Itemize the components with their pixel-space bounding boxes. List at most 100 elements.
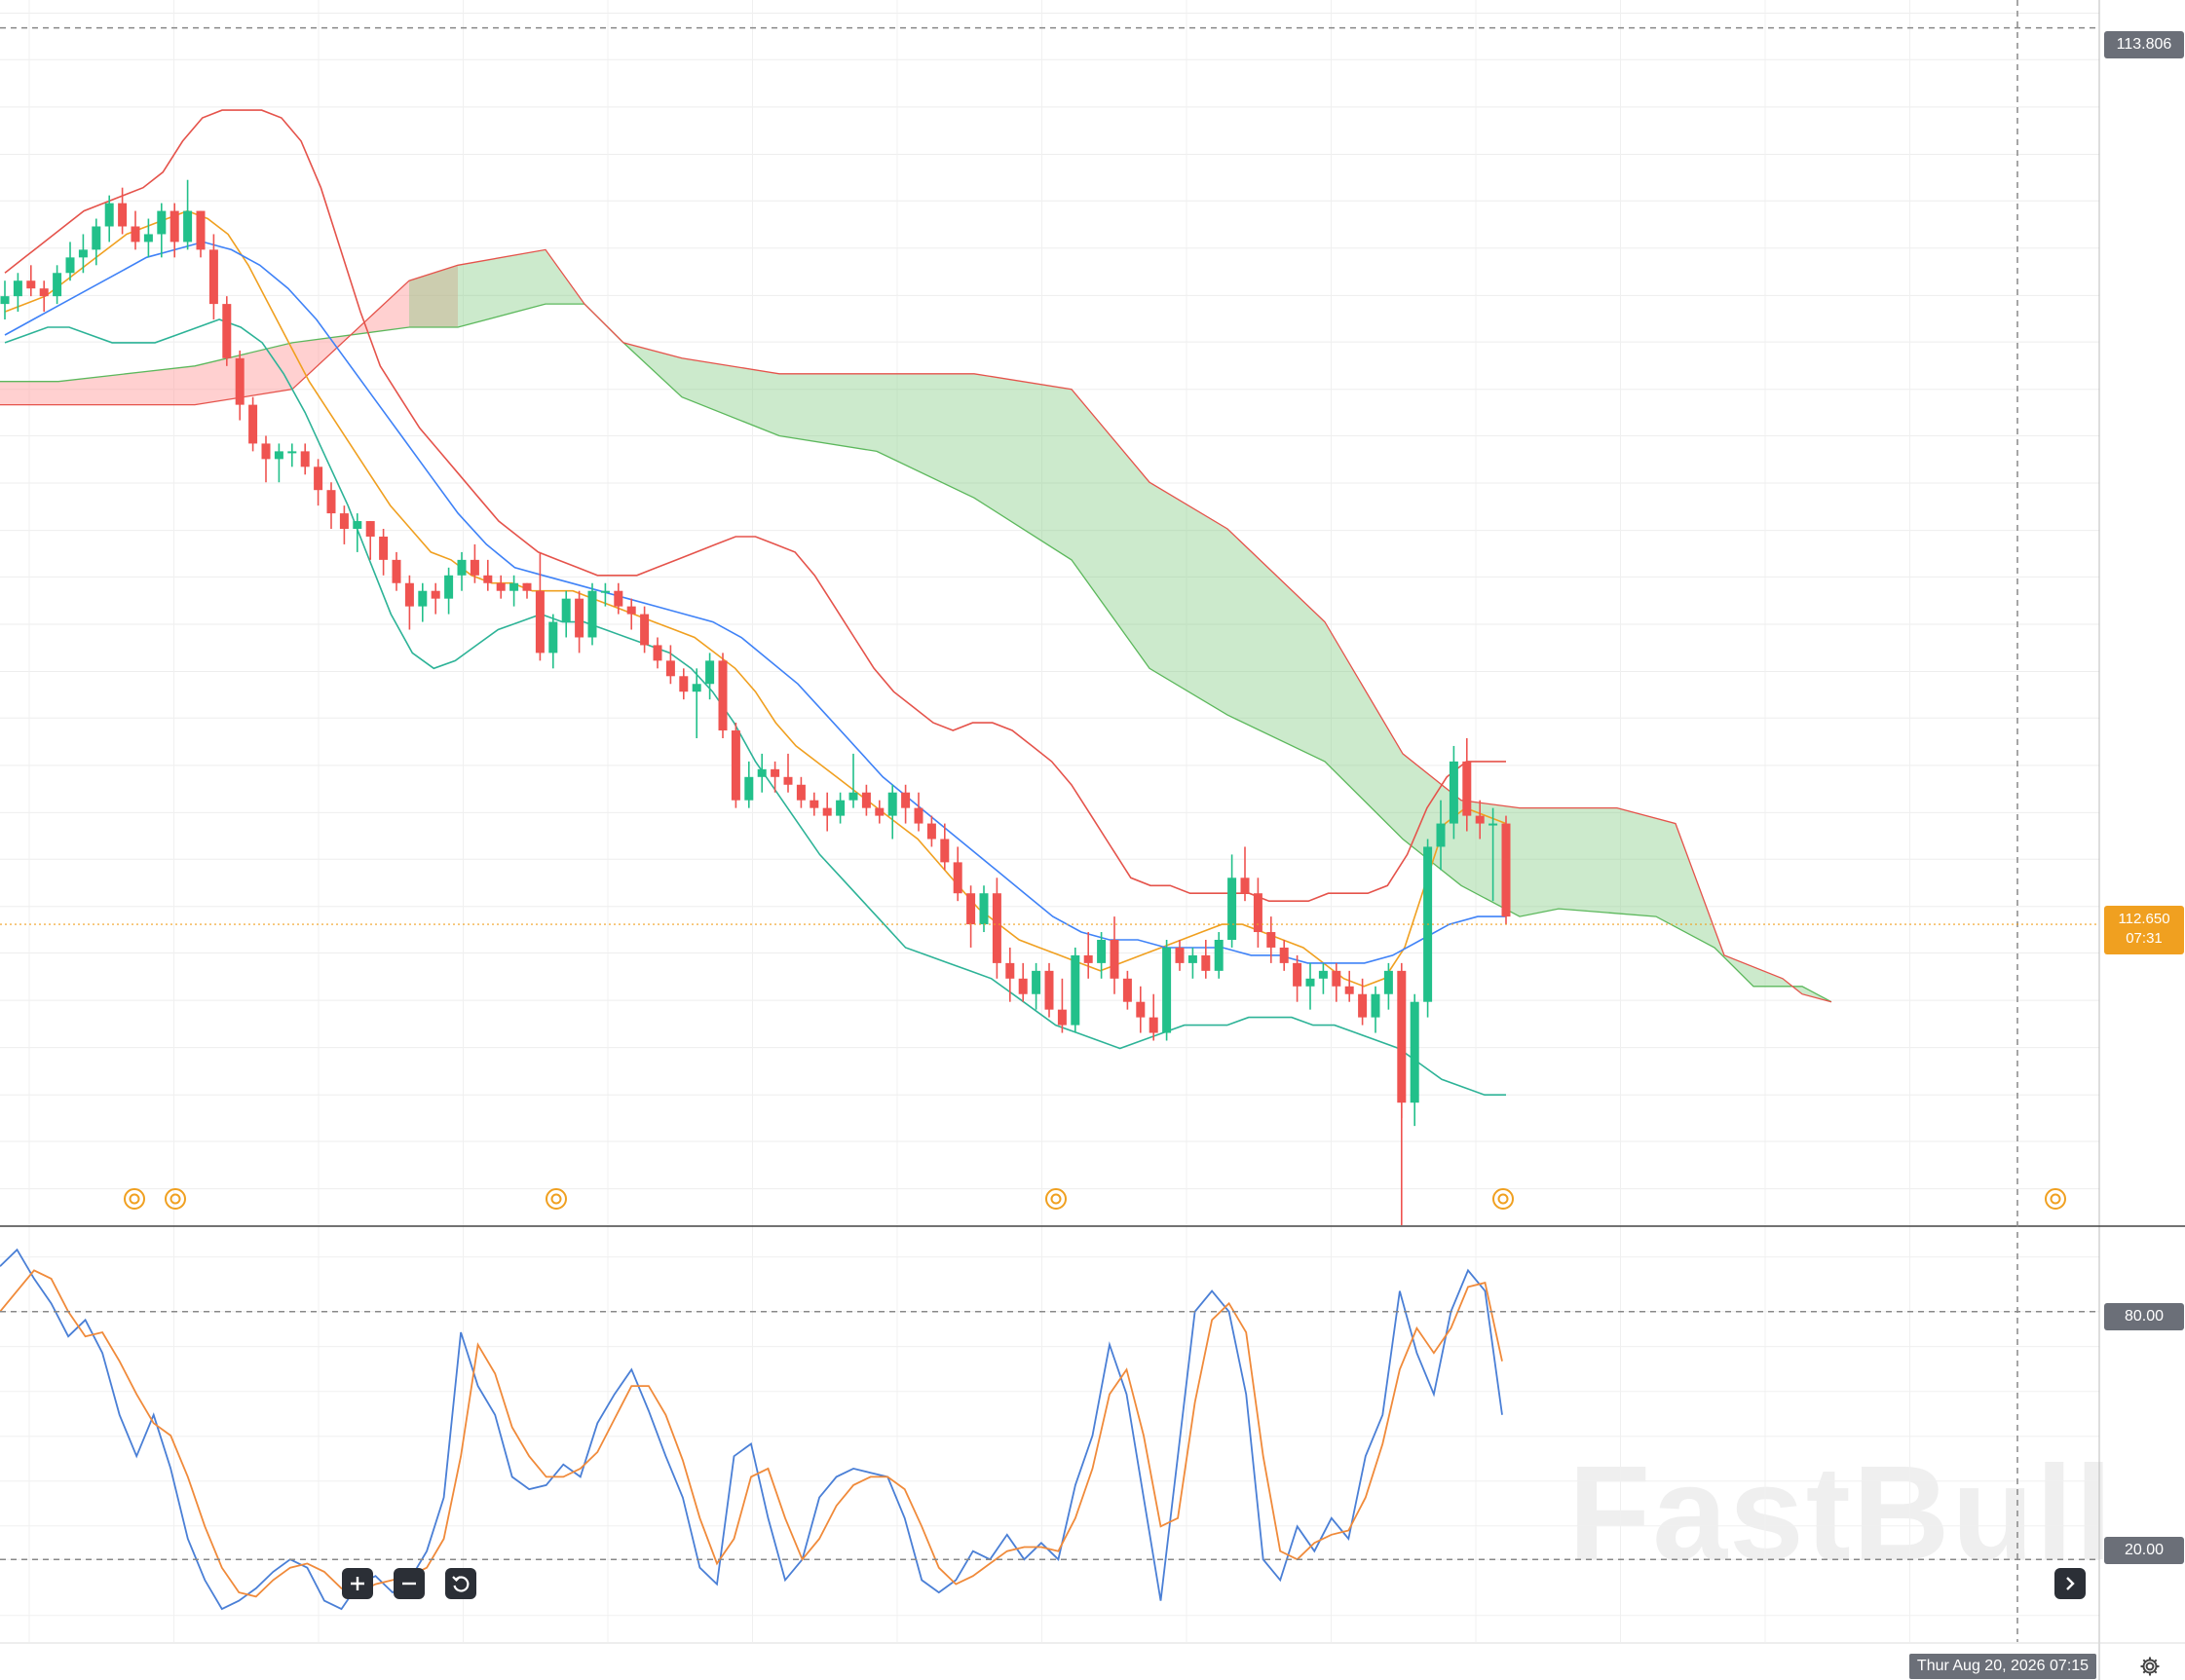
- candle: [1462, 737, 1472, 832]
- candle: [196, 210, 206, 258]
- candle: [914, 792, 923, 832]
- candle: [1005, 947, 1015, 1002]
- candle-body: [326, 490, 336, 514]
- candle: [875, 800, 885, 824]
- oversold-level-tag: 20.00: [2104, 1537, 2184, 1564]
- candle: [0, 280, 10, 320]
- candle-body: [992, 893, 1001, 963]
- candle-body: [353, 521, 362, 530]
- candle-body: [692, 684, 701, 692]
- candle-body: [1097, 939, 1107, 963]
- candle: [183, 179, 193, 250]
- candle-body: [261, 443, 271, 460]
- candle-body: [771, 768, 780, 777]
- candle-body: [926, 823, 936, 840]
- candle-body: [1071, 954, 1080, 1026]
- candle-body: [587, 590, 597, 638]
- plus-icon: [351, 1577, 364, 1590]
- candle-body: [575, 598, 584, 638]
- candle-body: [365, 521, 375, 537]
- candle-body: [1227, 877, 1237, 940]
- candle: [1449, 745, 1458, 840]
- candle-body: [1436, 823, 1446, 847]
- candle-body: [379, 536, 389, 560]
- candle: [1110, 916, 1119, 994]
- candle: [640, 606, 650, 653]
- candle: [314, 459, 323, 506]
- candle-body: [535, 590, 545, 653]
- candle: [522, 582, 532, 599]
- candle-body: [953, 862, 962, 894]
- candle: [587, 582, 597, 646]
- candle: [1032, 962, 1041, 1010]
- candle-body: [418, 590, 428, 607]
- zoom-in-button[interactable]: [342, 1568, 373, 1599]
- candle: [1175, 939, 1185, 971]
- candle: [653, 637, 662, 669]
- candle-body: [665, 660, 675, 677]
- event-marker-icon: [165, 1188, 186, 1210]
- candle: [783, 753, 793, 793]
- candle: [940, 823, 950, 871]
- candle-body: [1018, 978, 1028, 994]
- reset-button[interactable]: [445, 1568, 476, 1599]
- candle: [665, 645, 675, 685]
- ichimoku-cloud: [0, 248, 1832, 1003]
- overbought-level: 80.00: [2124, 1308, 2165, 1325]
- candle: [235, 350, 245, 421]
- event-marker-icon: [1492, 1188, 1514, 1210]
- candle-body: [640, 614, 650, 646]
- candle: [157, 203, 167, 258]
- event-marker-core: [170, 1193, 181, 1205]
- candle-body: [444, 575, 454, 599]
- minus-icon: [402, 1582, 416, 1586]
- indicator-line: [4, 318, 1506, 1096]
- candle: [1383, 962, 1393, 1010]
- indicator-line: [4, 241, 1506, 964]
- event-marker-ring: [1492, 1188, 1514, 1210]
- candle-body: [861, 792, 871, 808]
- settings-button[interactable]: [2136, 1653, 2164, 1680]
- candle-body: [522, 582, 532, 591]
- event-marker-core: [550, 1193, 562, 1205]
- candle: [118, 187, 128, 235]
- crosshair-price-tag: 113.806: [2104, 31, 2184, 58]
- candle-body: [222, 304, 232, 358]
- candle: [509, 575, 519, 607]
- candle-body: [1488, 823, 1498, 826]
- candle-body: [1187, 954, 1197, 963]
- candle-body: [600, 590, 610, 593]
- candle-body: [92, 226, 101, 250]
- candle-body: [1201, 954, 1211, 971]
- candle-body: [118, 203, 128, 227]
- event-marker-icon: [2045, 1188, 2066, 1210]
- candle: [836, 792, 846, 824]
- candle: [771, 761, 780, 793]
- candle: [143, 218, 153, 258]
- candle-body: [183, 210, 193, 243]
- candle: [1227, 854, 1237, 948]
- candle-body: [1044, 970, 1054, 1010]
- zoom-out-button[interactable]: [394, 1568, 425, 1599]
- candle: [1044, 962, 1054, 1018]
- candle: [1397, 962, 1407, 1119]
- candle: [431, 582, 440, 615]
- last-price-tag: 112.650 07:31: [2104, 906, 2184, 954]
- candle-body: [1344, 986, 1354, 994]
- event-markers: [124, 1188, 2066, 1210]
- scroll-right-button[interactable]: [2054, 1568, 2086, 1599]
- event-marker-core: [129, 1193, 140, 1205]
- candle-body: [1305, 978, 1315, 987]
- overbought-level-tag: 80.00: [2104, 1303, 2184, 1330]
- candle-body: [339, 513, 349, 530]
- candle: [561, 590, 571, 638]
- candle-body: [810, 800, 819, 808]
- candle: [679, 668, 689, 700]
- candle-body: [404, 582, 414, 607]
- candle: [1436, 800, 1446, 871]
- candle: [796, 776, 806, 808]
- candle: [365, 521, 375, 560]
- candle: [1240, 846, 1250, 902]
